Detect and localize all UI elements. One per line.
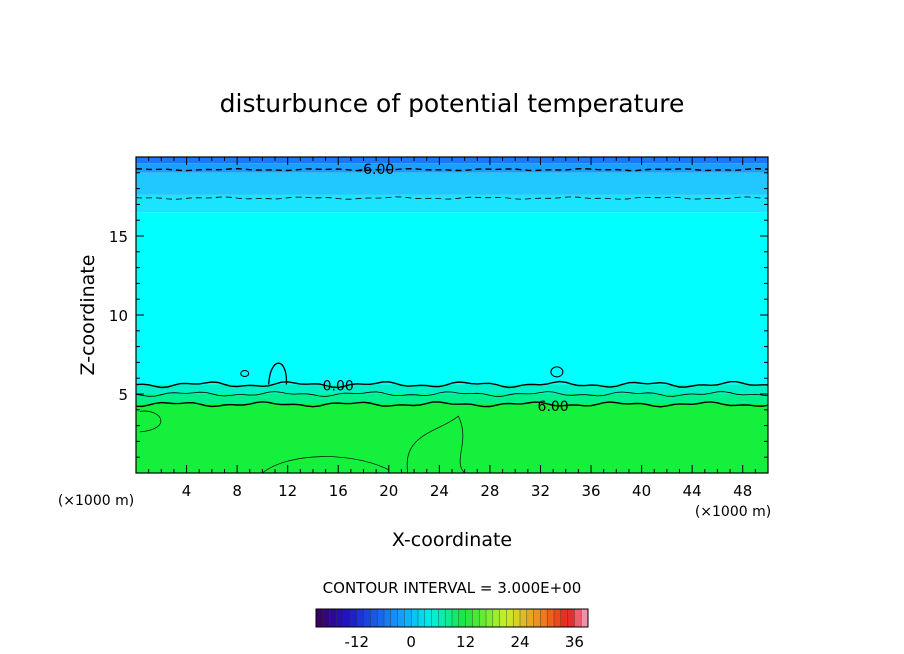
colorbar-cell	[547, 609, 555, 627]
colorbar-tick-label: -12	[345, 633, 370, 651]
colorbar-cell	[526, 609, 534, 627]
x-axis-label: X-coordinate	[392, 529, 512, 551]
colorbar: -12 0 12 24 36	[315, 608, 589, 651]
contour-line-plus6	[135, 401, 769, 408]
colorbar-cell	[322, 609, 330, 627]
colorbar-cell	[533, 609, 541, 627]
colorbar-cell	[567, 609, 575, 627]
colorbar-cell	[581, 609, 589, 627]
colorbar-cell	[404, 609, 412, 627]
x-tick-label: 16	[329, 482, 348, 500]
colorbar-cell	[363, 609, 371, 627]
colorbar-cell	[540, 609, 548, 627]
colorbar-cell	[560, 609, 568, 627]
contour-label: 6.00	[538, 399, 569, 415]
color-band-5	[136, 384, 768, 394]
colorbar-cell	[377, 609, 385, 627]
colorbar-cell	[492, 609, 500, 627]
contour-lower-2	[406, 415, 465, 474]
colorbar-frame	[315, 608, 589, 628]
x-tick-label: 12	[278, 482, 297, 500]
colorbar-cell	[438, 609, 446, 627]
x-tick-label: 48	[733, 482, 752, 500]
x-tick-label: 4	[182, 482, 192, 500]
colorbar-tick-label: 24	[510, 633, 529, 651]
colorbar-cell	[418, 609, 426, 627]
y-tick-label: 10	[109, 307, 128, 325]
colorbar-cell	[574, 609, 582, 627]
colorbar-cell	[479, 609, 487, 627]
colorbar-cell	[350, 609, 358, 627]
contour-label: -6.00	[358, 162, 394, 178]
contour-cell-1	[550, 366, 564, 378]
contour-interval-text: CONTOUR INTERVAL = 3.000E+00	[323, 579, 582, 597]
x-tick-label: 28	[480, 482, 499, 500]
colorbar-cell	[486, 609, 494, 627]
color-band-4	[136, 212, 768, 385]
colorbar-cell	[411, 609, 419, 627]
color-band-7	[136, 403, 768, 473]
colorbar-cell	[390, 609, 398, 627]
colorbar-cell	[472, 609, 480, 627]
colorbar-cell	[513, 609, 521, 627]
y-tick-label: 5	[118, 386, 128, 404]
colorbar-tick-label: 0	[406, 633, 416, 651]
colorbar-cell	[329, 609, 337, 627]
colorbar-cell	[452, 609, 460, 627]
colorbar-cell	[343, 609, 351, 627]
colorbar-cell	[370, 609, 378, 627]
color-band-2	[136, 172, 768, 195]
contour-bump-1	[268, 362, 288, 385]
contour-lower-1	[262, 456, 389, 474]
y-axis-label: Z-coordinate	[77, 255, 99, 376]
contour-line-minus6	[135, 167, 769, 172]
colorbar-cell	[465, 609, 473, 627]
colorbar-cell	[506, 609, 514, 627]
color-band-3	[136, 194, 768, 213]
x-tick-label: 24	[430, 482, 449, 500]
colorbar-cell	[424, 609, 432, 627]
x-tick-label: 44	[683, 482, 702, 500]
colorbar-cell	[458, 609, 466, 627]
x-tick-label: 36	[581, 482, 600, 500]
x-tick-label: 32	[531, 482, 550, 500]
colorbar-cell	[445, 609, 453, 627]
colorbar-cell	[397, 609, 405, 627]
contour-label: 0.00	[323, 379, 354, 395]
x-tick-label: 20	[379, 482, 398, 500]
contour-line-minus3	[135, 196, 769, 200]
colorbar-tick-label: 12	[456, 633, 475, 651]
x-tick-label: 40	[632, 482, 651, 500]
contour-lower-3	[139, 410, 162, 433]
colorbar-cell	[336, 609, 344, 627]
colorbar-cell	[499, 609, 507, 627]
contour-line-zero	[135, 380, 768, 389]
colorbar-cell	[356, 609, 364, 627]
x-unit-left: (×1000 m)	[58, 493, 134, 509]
colorbar-tick-label: 36	[565, 633, 584, 651]
color-band-1	[136, 163, 768, 173]
contour-cell-2	[240, 369, 250, 377]
x-tick-label: 8	[232, 482, 242, 500]
x-unit-right: (×1000 m)	[695, 504, 771, 520]
colorbar-cell	[384, 609, 392, 627]
chart-title: disturbunce of potential temperature	[220, 89, 685, 118]
colorbar-cell	[316, 609, 324, 627]
contour-line-plus3	[135, 391, 769, 397]
colorbar-cell	[554, 609, 562, 627]
colorbar-cell	[431, 609, 439, 627]
colorbar-cell	[520, 609, 528, 627]
y-tick-label: 15	[109, 228, 128, 246]
color-band-6	[136, 394, 768, 404]
